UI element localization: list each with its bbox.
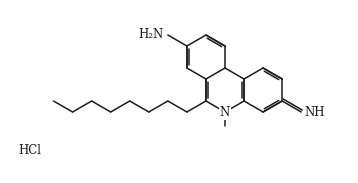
Text: NH: NH — [304, 106, 325, 119]
Text: HCl: HCl — [18, 145, 41, 158]
Text: H₂N: H₂N — [139, 29, 164, 42]
Text: N: N — [220, 106, 230, 119]
